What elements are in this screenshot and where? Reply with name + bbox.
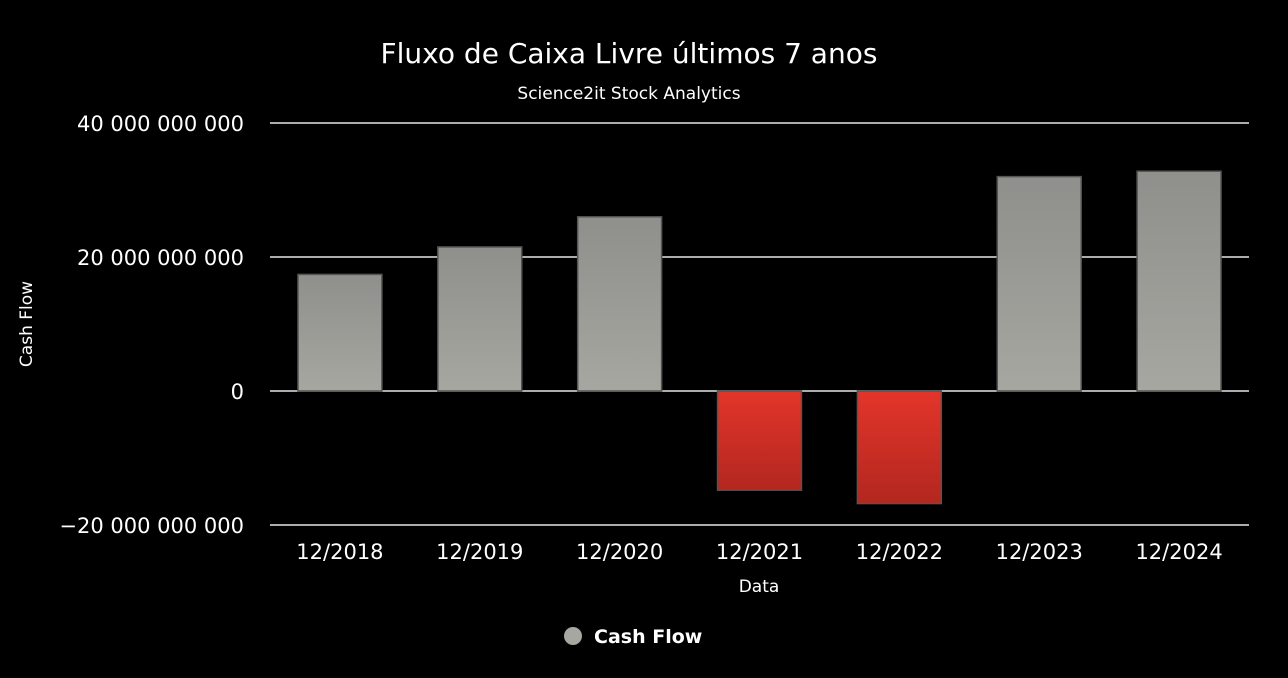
grid-lines	[270, 122, 1249, 526]
y-tick-label: −20 000 000 000	[59, 514, 244, 538]
x-axis-ticks: 12/2018 12/2019 12/2020 12/2021 12/2022 12/20…	[296, 540, 1222, 564]
x-axis-label: Data	[739, 577, 780, 597]
y-tick-label: 20 000 000 000	[77, 246, 244, 270]
bars	[297, 170, 1222, 505]
legend-marker	[564, 627, 582, 645]
x-tick-label: 12/2020	[576, 540, 663, 564]
bar[interactable]	[1136, 170, 1222, 392]
y-tick-label: 40 000 000 000	[77, 112, 244, 136]
bar[interactable]	[716, 390, 803, 491]
legend[interactable]: Cash Flow	[564, 626, 702, 648]
x-tick-label: 12/2018	[296, 540, 383, 564]
chart-title: Fluxo de Caixa Livre últimos 7 anos	[381, 37, 878, 70]
bar[interactable]	[297, 273, 383, 392]
bar[interactable]	[856, 390, 943, 505]
bar[interactable]	[437, 246, 523, 392]
bar[interactable]	[996, 175, 1082, 392]
bar[interactable]	[576, 216, 663, 392]
x-tick-label: 12/2023	[996, 540, 1083, 564]
y-axis-label: Cash Flow	[17, 281, 37, 367]
x-tick-label: 12/2019	[436, 540, 523, 564]
chart-subtitle: Science2it Stock Analytics	[517, 84, 740, 104]
x-tick-label: 12/2024	[1135, 540, 1222, 564]
x-tick-label: 12/2021	[716, 540, 803, 564]
legend-label: Cash Flow	[594, 626, 702, 648]
y-tick-label: 0	[231, 380, 244, 404]
y-axis-ticks: −20 000 000 000 0 20 000 000 000 40 000 000…	[59, 112, 244, 538]
x-tick-label: 12/2022	[856, 540, 943, 564]
